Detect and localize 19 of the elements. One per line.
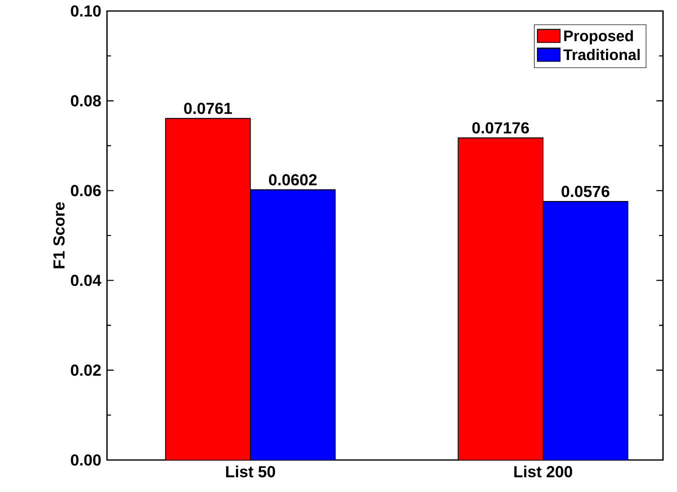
bar [165,118,251,460]
legend-label: Proposed [564,30,633,44]
data-label: 0.07176 [472,122,529,134]
y-tick-label: 0.06 [70,184,101,196]
bar [542,200,628,460]
y-tick-label: 0.02 [70,364,101,376]
data-label: 0.0761 [184,102,232,114]
y-tick-label: 0.10 [70,5,101,17]
bar [250,189,336,460]
y-tick-label: 0.08 [70,95,101,106]
y-axis-title: F1 Score [53,202,65,268]
legend-label: Traditional [563,48,640,60]
y-tick-label: 0.00 [70,454,101,466]
bar [458,137,544,460]
data-label: 0.0602 [268,174,317,186]
data-label: 0.0576 [562,186,610,198]
x-tick-label: List 200 [514,466,572,478]
x-tick-label: List 50 [226,466,276,478]
y-tick-label: 0.04 [70,274,102,286]
